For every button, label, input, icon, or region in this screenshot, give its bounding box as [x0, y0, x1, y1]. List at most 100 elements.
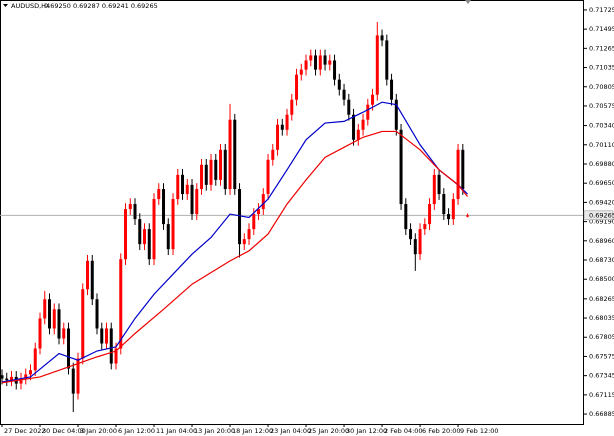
- candle-body: [9, 376, 13, 381]
- y-tick-label: 0.71495: [589, 25, 614, 33]
- candle-body: [219, 149, 223, 180]
- y-tick-label: 0.67345: [589, 372, 614, 380]
- candle-body: [43, 299, 47, 319]
- candle-body: [181, 174, 185, 195]
- candle-body: [143, 229, 147, 245]
- y-tick-label: 0.68265: [589, 295, 614, 303]
- candle-body: [271, 149, 275, 160]
- candle-body: [109, 328, 113, 364]
- candle-body: [356, 129, 360, 140]
- x-tick-label: 18 Jan 12:00: [232, 427, 273, 435]
- candle-body: [195, 189, 199, 215]
- candle-body: [105, 328, 109, 344]
- candle-body: [62, 328, 66, 339]
- candle-body: [352, 114, 356, 140]
- y-tick-label: 0.69190: [589, 218, 614, 226]
- candle-body: [33, 348, 37, 371]
- x-tick-label: 30 Dec 04:00: [42, 427, 86, 435]
- candle-body: [238, 189, 242, 245]
- candle-body: [409, 229, 413, 240]
- candle-body: [176, 174, 180, 200]
- y-tick-label: 0.70340: [589, 122, 614, 130]
- candle-body: [214, 159, 218, 180]
- candle-body: [323, 55, 327, 65]
- candle-body: [228, 119, 232, 190]
- candle-body: [157, 189, 161, 200]
- candle-body: [390, 79, 394, 100]
- candle-body: [394, 99, 398, 130]
- candle-body: [242, 239, 246, 245]
- candle-body: [166, 224, 170, 250]
- candle-body: [371, 94, 375, 105]
- candle-body: [266, 159, 270, 195]
- candle-body: [413, 239, 417, 255]
- candle-body: [24, 374, 28, 379]
- candle-body: [257, 209, 261, 215]
- candle-body: [366, 104, 370, 120]
- candle-body: [318, 55, 322, 70]
- y-tick-label: 0.68730: [589, 256, 614, 264]
- y-tick-label: 0.69880: [589, 160, 614, 168]
- shift-marker: [465, 0, 471, 4]
- candle-body: [147, 229, 151, 260]
- candle-body: [209, 159, 213, 185]
- symbol-menu-icon[interactable]: [3, 4, 8, 7]
- candle-body: [437, 174, 441, 195]
- y-tick-label: 0.67115: [589, 391, 614, 399]
- candle-body: [451, 199, 455, 220]
- candle-body: [28, 370, 32, 375]
- candle-body: [375, 35, 379, 95]
- y-tick-label: 0.70575: [589, 102, 614, 110]
- candle-body: [223, 149, 227, 190]
- y-tick-label: 0.68035: [589, 314, 614, 322]
- candle-body: [299, 69, 303, 75]
- candle-body: [309, 55, 313, 61]
- candle-body: [432, 174, 436, 205]
- candle-body: [347, 99, 351, 115]
- candle-body: [200, 164, 204, 190]
- y-tick-label: 0.68960: [589, 237, 614, 245]
- candle-body: [171, 199, 175, 250]
- plot-frame: [0, 0, 584, 425]
- x-tick-label: 23 Jan 04:00: [270, 427, 311, 435]
- x-tick-label: 25 Jan 20:00: [308, 427, 349, 435]
- candle-body: [0, 375, 4, 379]
- candle-body: [328, 60, 332, 65]
- candle-body: [290, 99, 294, 115]
- y-tick-label: 0.71725: [589, 6, 614, 14]
- candle-body: [404, 204, 408, 230]
- candle-body: [380, 35, 384, 41]
- candle-body: [133, 204, 137, 220]
- candle-body: [124, 209, 128, 260]
- candle-body: [86, 260, 90, 290]
- y-tick-label: 0.70805: [589, 83, 614, 91]
- current-price-box: [583, 210, 614, 221]
- candle-body: [280, 124, 284, 130]
- moving-average-line: [1, 101, 468, 383]
- moving-average-line: [1, 130, 469, 384]
- candle-body: [423, 224, 427, 230]
- candle-body: [90, 260, 94, 300]
- candle-body: [5, 378, 9, 381]
- candle-body: [342, 89, 346, 100]
- candle-body: [466, 215, 470, 217]
- x-tick-label: 30 Jan 12:00: [346, 427, 387, 435]
- candle-body: [204, 164, 208, 185]
- y-tick-label: 0.67805: [589, 333, 614, 341]
- candle-body: [295, 74, 299, 100]
- quote: 0.69250 0.69287 0.69241 0.69265: [44, 2, 158, 10]
- candle-body: [52, 309, 56, 329]
- candle-body: [19, 378, 23, 384]
- candle-body: [71, 368, 75, 394]
- chart-title: AUDUSD,H4: [11, 2, 50, 10]
- x-tick-label: 13 Jan 20:00: [194, 427, 235, 435]
- candle-body: [95, 299, 99, 329]
- candle-body: [447, 214, 451, 220]
- candle-body: [67, 328, 71, 369]
- candle-body: [442, 194, 446, 215]
- candle-body: [361, 119, 365, 130]
- y-tick-label: 0.68500: [589, 275, 614, 283]
- candle-body: [456, 149, 460, 200]
- candle-body: [128, 204, 132, 210]
